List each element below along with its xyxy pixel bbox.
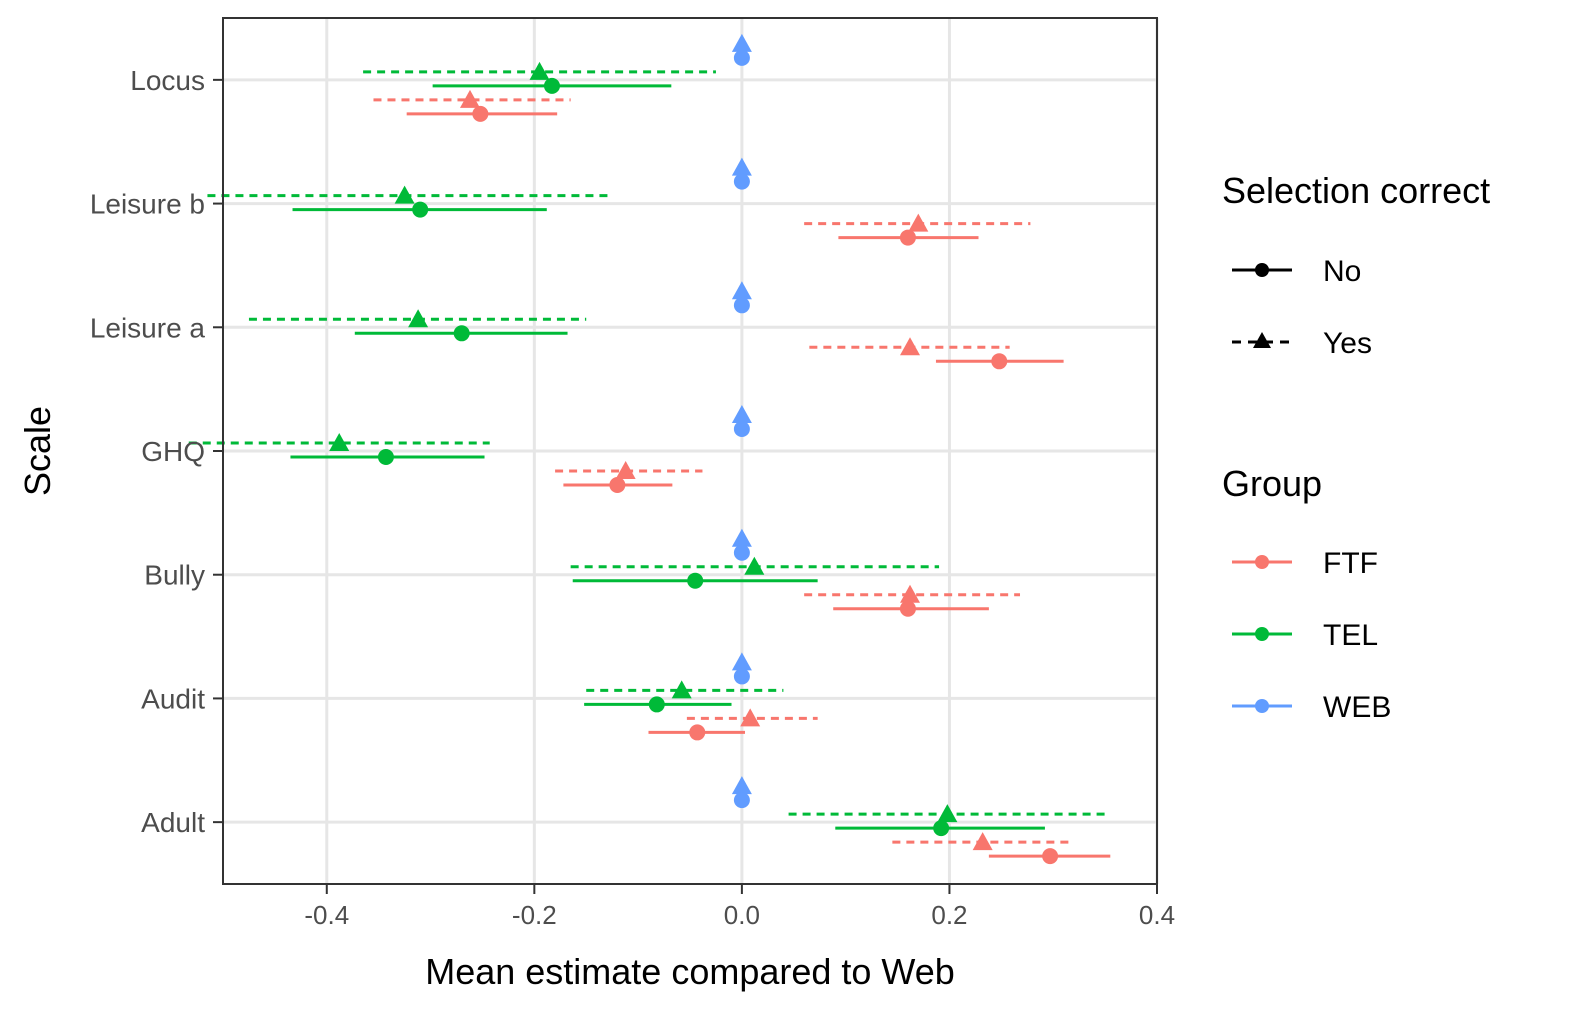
- point-ftf-no: [991, 353, 1008, 370]
- y-tick-label: Locus: [130, 65, 205, 96]
- legend-key-ftf-point: [1255, 555, 1269, 569]
- x-tick-label: 0.4: [1139, 900, 1175, 930]
- x-tick-label: 0.0: [724, 900, 760, 930]
- point-ftf-yes: [740, 708, 761, 727]
- point-tel-no: [933, 820, 950, 837]
- y-tick-label: Audit: [141, 683, 205, 714]
- legend-label-tel: TEL: [1323, 619, 1378, 652]
- point-web-yes: [731, 652, 752, 671]
- point-ftf-yes: [900, 337, 921, 356]
- point-web-no: [733, 173, 750, 190]
- y-tick-label: Leisure b: [90, 189, 205, 220]
- grid-lines: [223, 18, 1159, 884]
- point-ftf-no: [899, 229, 916, 246]
- legend-key-tel-point: [1255, 627, 1269, 641]
- point-tel-no: [453, 325, 470, 342]
- point-tel-no: [687, 572, 704, 589]
- point-ftf-yes: [615, 461, 636, 479]
- legend-label-web: WEB: [1323, 691, 1391, 724]
- point-ftf-no: [689, 724, 706, 741]
- point-web-no: [733, 544, 750, 561]
- point-ftf-no: [472, 105, 489, 122]
- point-ftf-no: [899, 600, 916, 617]
- point-tel-no: [412, 201, 429, 218]
- y-tick-label: Leisure a: [90, 312, 206, 343]
- axes: -0.4 -0.2 0.0 0.2 0.4 Locus Leisure b Leisure a…: [90, 65, 1175, 930]
- point-tel-no: [377, 449, 394, 465]
- x-tick-label: -0.4: [304, 900, 349, 930]
- plot-marks: [188, 33, 1111, 865]
- legend-label-yes: Yes: [1323, 327, 1372, 360]
- legend-key-no-point: [1255, 263, 1269, 277]
- point-tel-yes: [408, 309, 429, 328]
- point-web-yes: [731, 281, 752, 300]
- y-axis-title: Scale: [17, 406, 58, 496]
- point-ftf-yes: [459, 89, 480, 108]
- legend-group: Group FTF TEL WEB: [1222, 463, 1391, 724]
- point-ftf-yes: [900, 584, 921, 603]
- point-tel-yes: [937, 804, 958, 823]
- point-web-no: [733, 297, 750, 314]
- legend-key-web-point: [1255, 699, 1269, 713]
- point-ftf-yes: [908, 213, 929, 232]
- point-tel-no: [543, 77, 560, 94]
- point-web-yes: [731, 528, 752, 547]
- point-web-yes: [731, 776, 752, 795]
- point-web-no: [733, 668, 750, 685]
- point-tel-yes: [671, 680, 692, 699]
- point-ftf-yes: [972, 832, 993, 851]
- legend-key-yes-point: [1253, 332, 1271, 348]
- y-tick-label: Bully: [144, 560, 205, 591]
- point-tel-yes: [394, 185, 415, 204]
- point-ftf-no: [609, 477, 626, 493]
- point-web-yes: [731, 405, 752, 423]
- point-tel-no: [648, 696, 665, 713]
- y-tick-label: GHQ: [141, 436, 205, 467]
- point-ftf-no: [1042, 848, 1059, 865]
- legend-label-ftf: FTF: [1323, 547, 1378, 580]
- legend-group-title: Group: [1222, 463, 1322, 504]
- legend-selection: Selection correct No Yes: [1222, 170, 1490, 360]
- point-web-yes: [731, 157, 752, 176]
- x-tick-label: -0.2: [512, 900, 557, 930]
- legend-selection-title: Selection correct: [1222, 170, 1490, 211]
- point-web-no: [733, 421, 750, 437]
- point-tel-yes: [529, 61, 550, 80]
- y-tick-label: Adult: [141, 807, 205, 838]
- point-tel-yes: [744, 556, 765, 575]
- legend-label-no: No: [1323, 255, 1361, 288]
- point-web-yes: [731, 33, 752, 52]
- point-web-no: [733, 49, 750, 66]
- point-web-no: [733, 792, 750, 809]
- x-axis-title: Mean estimate compared to Web: [425, 951, 955, 992]
- x-tick-label: 0.2: [931, 900, 967, 930]
- point-tel-yes: [329, 433, 350, 451]
